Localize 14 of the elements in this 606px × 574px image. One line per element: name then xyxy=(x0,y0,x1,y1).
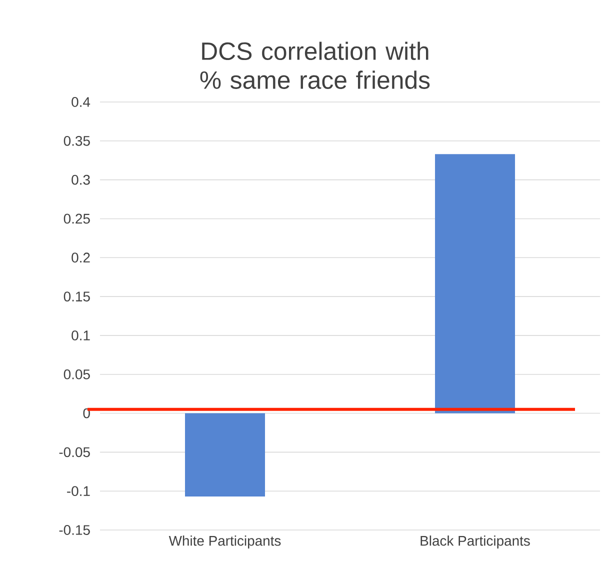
y-tick-label: 0.2 xyxy=(72,252,90,263)
y-tick-label: 0.05 xyxy=(64,369,90,380)
chart-title: DCS correlation with % same race friends xyxy=(200,42,430,89)
y-tick-label: -0.1 xyxy=(67,486,90,496)
x-tick-label: Black Participants xyxy=(420,536,530,549)
y-tick-label: 0.1 xyxy=(72,330,90,340)
y-tick-label: -0.05 xyxy=(59,447,90,458)
y-tick-label: 0.35 xyxy=(64,136,90,146)
y-tick-label: -0.15 xyxy=(59,525,90,535)
y-tick-label: 0.3 xyxy=(72,174,90,185)
y-tick-label: 0.15 xyxy=(64,292,90,302)
y-tick-label: 0.4 xyxy=(72,97,90,107)
x-tick-label: White Participants xyxy=(168,536,281,549)
y-tick-label: 0.25 xyxy=(64,214,90,224)
